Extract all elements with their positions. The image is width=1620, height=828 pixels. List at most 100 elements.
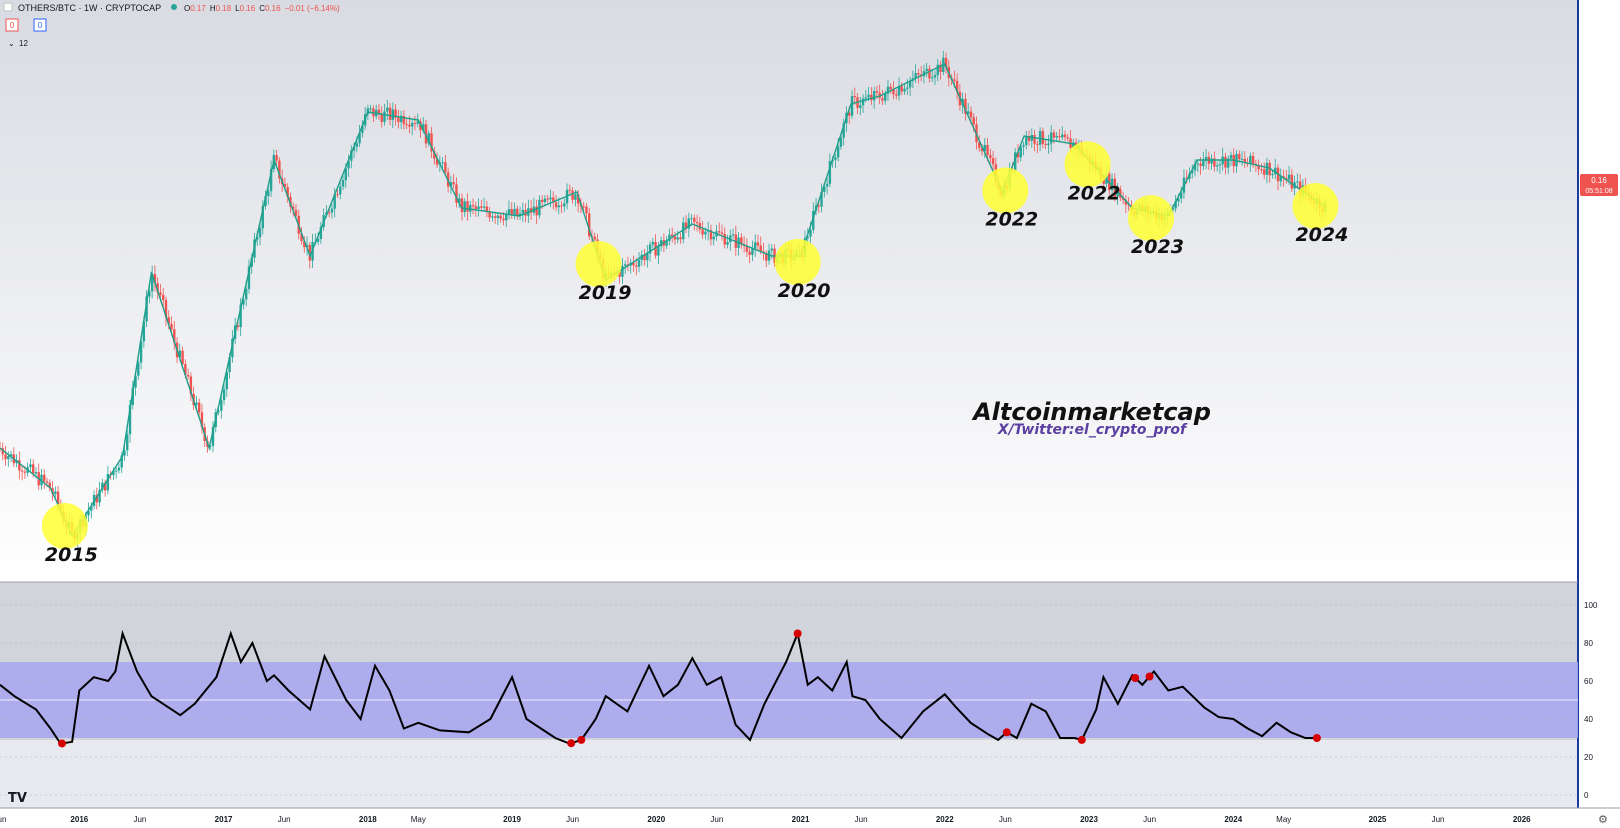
candle-body [449,182,453,187]
candle-body [964,98,967,114]
candle-body [563,203,566,207]
rsi-tick-label: 80 [1584,639,1593,648]
candle-body [499,215,502,219]
symbol-color-swatch [3,2,13,12]
rsi-tick-label: 60 [1584,677,1593,686]
time-axis-label: 2024 [1224,815,1242,824]
year-annotation: 2023 [1131,236,1184,258]
candle-body [966,111,970,114]
highlight-circle [774,239,821,285]
candle-body [134,375,137,388]
candle-body [892,89,895,95]
candle-body [812,210,815,230]
candle-body [1025,136,1028,145]
highlight-circle [41,503,88,549]
candle-body [344,168,347,181]
rsi-oversold-dot [1312,734,1321,742]
candle-body [931,77,934,79]
year-annotation: 2024 [1295,224,1348,246]
candle-body [1191,170,1194,174]
candle-body [242,299,245,305]
gear-icon[interactable]: ⚙ [1598,813,1608,826]
symbol-title[interactable]: OTHERS/BTC · 1W · CRYPTOCAP [18,3,161,13]
time-axis [0,808,1620,828]
candle-body [621,265,624,277]
candle-body [939,64,942,72]
candle-body [1033,135,1036,144]
time-axis-label: 2016 [70,815,88,824]
candle-body [480,206,483,208]
time-axis-label: Jun [710,815,723,824]
candle-body [278,160,281,179]
candle-body [369,108,372,110]
candle-body [496,215,500,218]
candle-body [377,109,381,114]
candle-body [435,158,439,165]
candle-body [1257,165,1260,170]
candle-body [659,240,663,247]
candle-body [137,362,140,376]
candle-body [264,195,267,207]
candle-body [413,123,417,125]
candle-body [101,482,104,490]
candle-body [410,123,414,127]
candle-body [648,244,652,254]
candle-body [455,184,458,203]
tradingview-logo-icon[interactable]: TV [8,791,27,806]
watermark-title: Altcoinmarketcap [971,398,1211,426]
candle-body [944,57,948,68]
alert-box-red[interactable] [5,18,19,32]
candle-body [925,68,928,72]
candle-body [1213,158,1216,167]
candle-body [980,147,984,152]
rsi-tick-label: 40 [1584,715,1593,724]
candle-body [1274,167,1277,175]
candle-body [1061,134,1064,138]
time-axis-label: 2022 [936,815,954,824]
alert-box-blue[interactable] [33,18,47,32]
time-axis-label: 2017 [215,815,233,824]
candle-body [148,291,151,297]
candle-body [9,454,13,457]
candle-body [256,237,259,240]
candle-body [1072,142,1075,148]
candle-body [842,123,845,138]
time-axis-label: 2020 [647,815,665,824]
candle-body [839,137,843,147]
candle-body [576,194,580,204]
main-pane-background [0,0,1578,582]
highlight-circle [1128,195,1175,242]
rsi-tick-label: 100 [1584,601,1598,610]
time-axis-label: May [1276,815,1291,824]
time-axis-label: Jun [566,815,579,824]
candle-body [720,232,724,234]
candle-body [654,241,657,256]
candle-body [34,472,38,474]
candle-body [723,233,726,245]
candle-body [1296,181,1299,183]
candle-body [1202,160,1205,167]
candle-body [1193,163,1197,171]
candle-body [142,321,146,342]
candle-body [1204,156,1208,161]
candle-body [493,216,497,218]
candle-body [695,222,699,224]
chevron-down-icon[interactable]: ⌄ [8,39,15,48]
candle-body [200,412,204,428]
candle-body [682,222,685,240]
candle-body [457,198,461,203]
candle-body [333,194,336,209]
candle-body [1055,136,1058,138]
candle-body [126,434,129,451]
highlight-circle [1292,183,1339,229]
candle-body [983,145,986,152]
candle-body [516,208,519,216]
price-tag [1580,174,1618,196]
candle-body [424,124,428,144]
candle-body [54,491,57,495]
candle-body [1227,158,1230,168]
candle-body [444,162,447,173]
candle-body [397,117,400,123]
candle-body [1249,155,1252,164]
